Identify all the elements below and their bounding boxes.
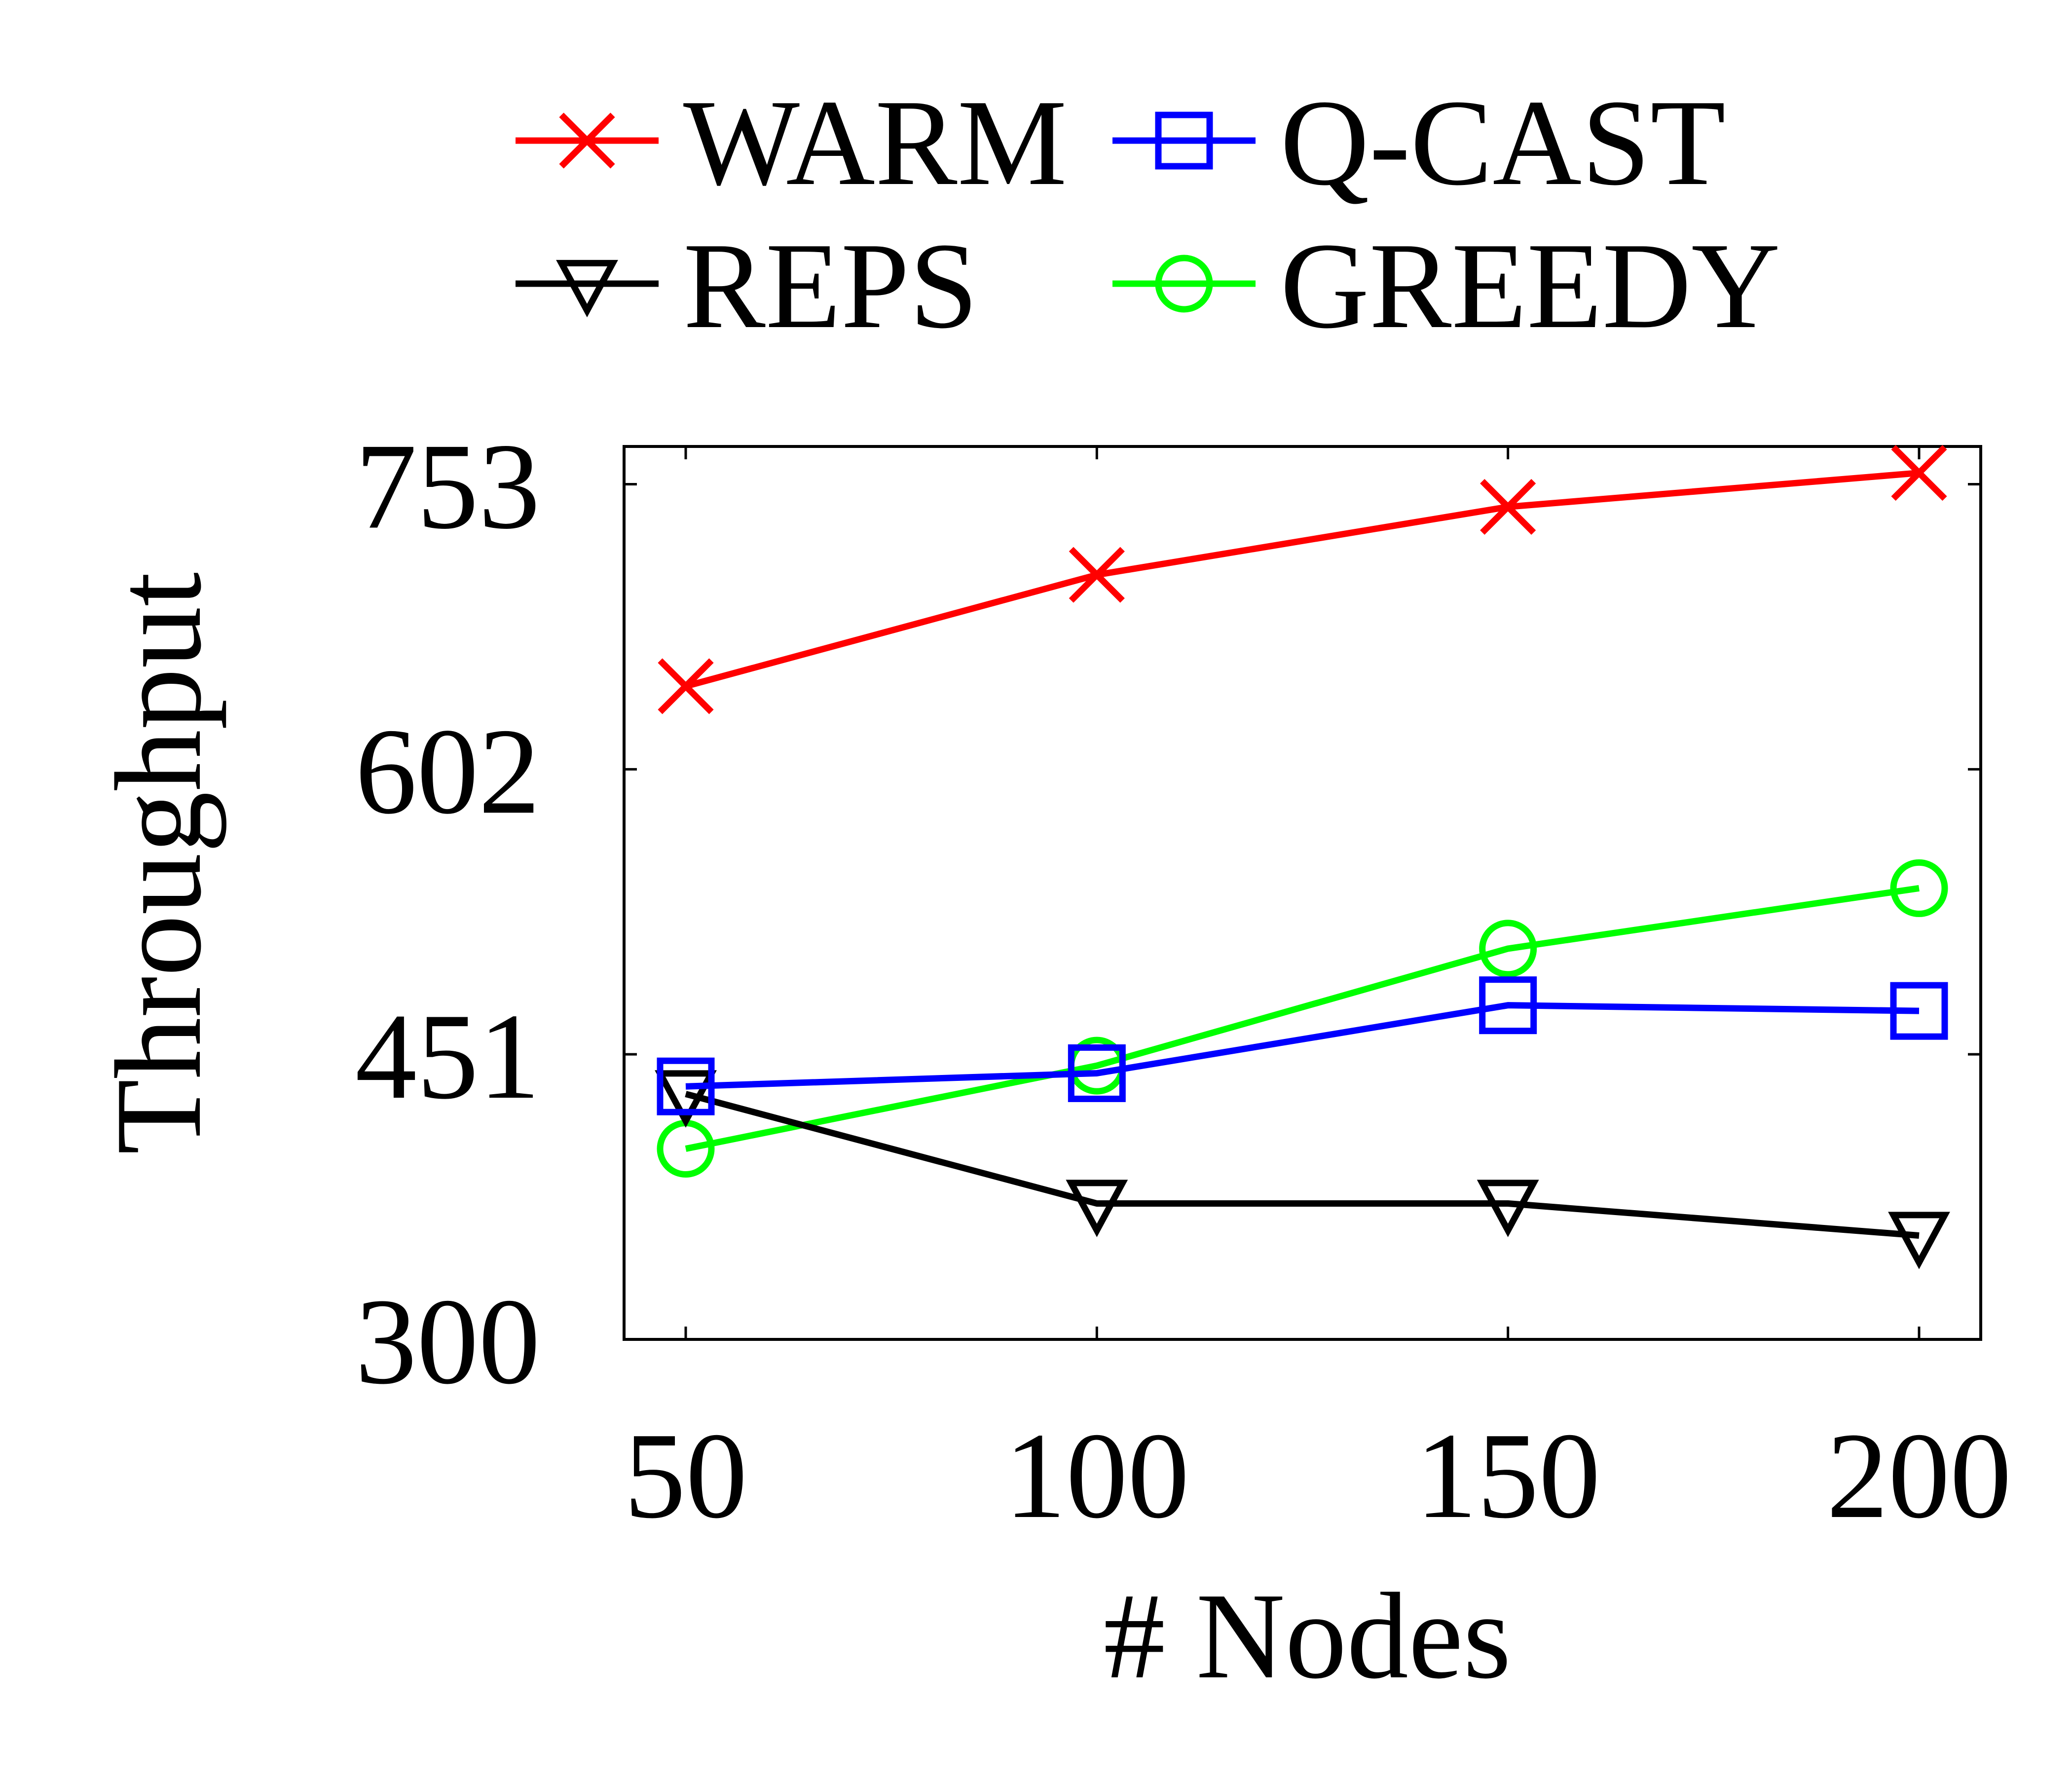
- data-point-warm: [1480, 479, 1536, 535]
- x-axis-title: # Nodes: [1104, 1568, 1511, 1704]
- plot-area: 50 100 150 200 300 451 602 753: [355, 418, 2012, 1544]
- legend: WARM Q-CAST REPS GREEDY: [516, 74, 1780, 354]
- data-point-warm: [658, 658, 714, 714]
- legend-item-warm: WARM: [516, 74, 1067, 211]
- legend-item-reps: REPS: [516, 218, 978, 354]
- data-point-reps: [655, 1070, 717, 1128]
- legend-item-q-cast: Q-CAST: [1112, 74, 1726, 211]
- data-point-q-cast: [1479, 976, 1537, 1035]
- legend-marker-warm-stroke: [559, 112, 615, 169]
- series-reps: [655, 1070, 1950, 1269]
- series-greedy: [657, 859, 1948, 1178]
- x-tick-label: 100: [1004, 1407, 1189, 1544]
- y-tick-label: 602: [355, 703, 540, 840]
- data-point-reps: [1477, 1180, 1539, 1237]
- data-point-q-cast: [1890, 982, 1948, 1040]
- data-point-warm-stroke: [658, 658, 714, 714]
- legend-label-reps: REPS: [683, 218, 978, 354]
- axis-ticks: 50 100 150 200 300 451 602 753: [355, 418, 2012, 1544]
- x-tick-label: 150: [1415, 1407, 1600, 1544]
- plot-frame: [623, 445, 1982, 1341]
- legend-marker-reps: [556, 259, 618, 318]
- legend-item-greedy: GREEDY: [1112, 218, 1780, 354]
- data-point-warm-stroke: [1480, 479, 1536, 535]
- data-point-greedy: [1890, 859, 1948, 917]
- x-tick-label: 50: [624, 1407, 747, 1544]
- y-tick-label: 753: [355, 418, 540, 555]
- x-tick-label: 200: [1827, 1407, 2012, 1544]
- series-warm: [658, 444, 1947, 714]
- data-point-warm-stroke: [1069, 547, 1125, 603]
- legend-label-greedy: GREEDY: [1280, 218, 1780, 354]
- series-line-reps: [685, 1091, 1920, 1239]
- legend-label-q-cast: Q-CAST: [1280, 74, 1726, 211]
- legend-label-warm: WARM: [683, 74, 1067, 211]
- data-point-warm: [1069, 547, 1125, 603]
- axis-labels: # Nodes Throughput: [90, 572, 1511, 1704]
- data-point-reps: [1888, 1212, 1950, 1269]
- legend-marker-q-cast: [1155, 111, 1213, 170]
- data-point-warm: [1891, 444, 1947, 501]
- legend-marker-warm: [559, 112, 615, 169]
- series-line-greedy: [685, 885, 1920, 1152]
- y-axis-title: Throughput: [90, 572, 227, 1154]
- y-tick-label: 300: [355, 1273, 540, 1410]
- data-point-reps: [1066, 1180, 1128, 1237]
- series-q-cast: [657, 976, 1948, 1115]
- series-line-q-cast: [685, 1002, 1920, 1090]
- data-point-greedy: [1479, 920, 1537, 978]
- y-tick-label: 451: [355, 988, 540, 1125]
- data-point-q-cast: [657, 1057, 715, 1115]
- series-line-warm: [685, 470, 1920, 690]
- series-layer: [655, 444, 1950, 1269]
- data-point-q-cast: [1068, 1044, 1126, 1102]
- legend-marker-greedy: [1155, 255, 1213, 313]
- data-point-warm-stroke: [1891, 444, 1947, 501]
